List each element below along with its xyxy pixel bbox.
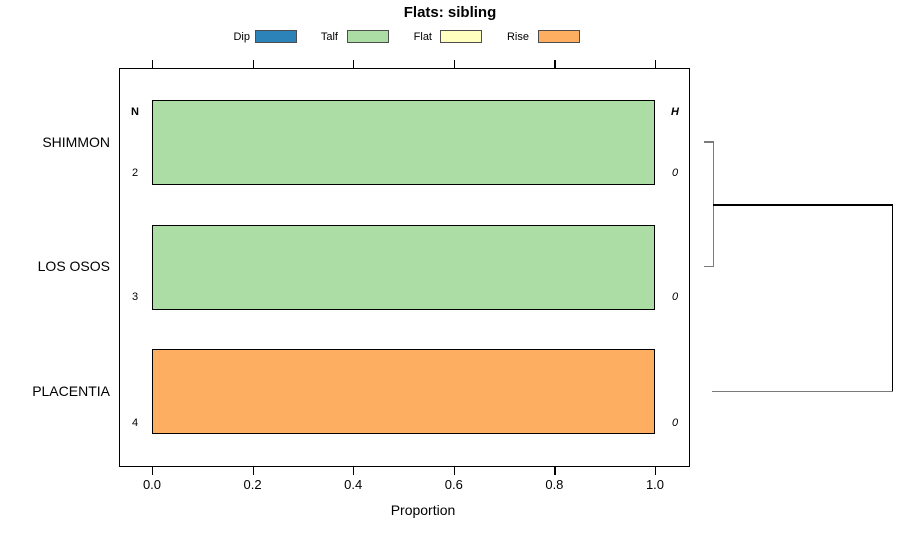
x-tick-label: 1.0 <box>645 477 665 492</box>
chart-title: Flats: sibling <box>403 4 497 21</box>
dendrogram-leaf-los-osos <box>704 265 714 268</box>
top-tick-0.4 <box>353 60 355 68</box>
top-tick-0.8 <box>554 60 556 68</box>
legend-label-dip: Dip <box>233 31 250 43</box>
x-axis-title: Proportion <box>390 502 456 518</box>
legend-label-rise: Rise <box>506 31 529 43</box>
bottom-tick-1.0 <box>655 467 657 475</box>
x-tick-label: 0.4 <box>344 477 363 492</box>
bar-shimmon <box>152 100 655 185</box>
top-tick-0.0 <box>152 60 154 68</box>
legend-swatch-rise <box>538 30 580 43</box>
legend-swatch-talf <box>347 30 389 43</box>
bottom-tick-0.8 <box>554 467 556 475</box>
x-tick-label: 0.8 <box>545 477 564 492</box>
row-label-placentia: PLACENTIA <box>32 383 110 399</box>
bottom-tick-0.0 <box>152 467 154 475</box>
legend-label-talf: Talf <box>320 31 338 43</box>
bottom-tick-0.2 <box>252 467 254 475</box>
bottom-tick-0.6 <box>453 467 455 475</box>
x-tick-label: 0.0 <box>142 477 162 492</box>
dendrogram-leaf-placentia <box>712 390 893 393</box>
bar-segment-talf <box>153 226 654 309</box>
n-value-shimmon: 2 <box>131 167 139 179</box>
row-label-los-osos: LOS OSOS <box>37 258 110 274</box>
bar-los-osos <box>152 225 655 310</box>
dendrogram-merge-1 <box>712 141 715 267</box>
top-tick-1.0 <box>655 60 657 68</box>
legend-label-flat: Flat <box>413 31 432 43</box>
h-column-header: H <box>671 106 679 118</box>
legend-swatch-flat <box>440 30 482 43</box>
h-value-placentia: 0 <box>671 417 679 429</box>
bar-segment-rise <box>153 350 654 433</box>
h-value-shimmon: 0 <box>671 167 679 179</box>
h-value-los-osos: 0 <box>671 291 679 303</box>
x-tick-label: 0.2 <box>243 477 262 492</box>
dendrogram-leaf-shimmon <box>704 141 714 143</box>
dendrogram-branch-cluster <box>713 204 893 206</box>
top-tick-0.6 <box>453 60 455 68</box>
legend-swatch-dip <box>255 30 297 43</box>
x-tick-label: 0.6 <box>444 477 463 492</box>
n-value-placentia: 4 <box>131 417 139 429</box>
dendrogram-merge-2 <box>892 205 894 392</box>
bottom-tick-0.4 <box>353 467 355 475</box>
n-value-los-osos: 3 <box>131 291 139 303</box>
row-label-shimmon: SHIMMON <box>42 134 110 150</box>
plot-panel <box>119 68 690 467</box>
top-tick-0.2 <box>252 60 254 68</box>
bar-segment-talf <box>153 101 654 184</box>
bar-placentia <box>152 349 655 434</box>
n-column-header: N <box>131 106 139 118</box>
